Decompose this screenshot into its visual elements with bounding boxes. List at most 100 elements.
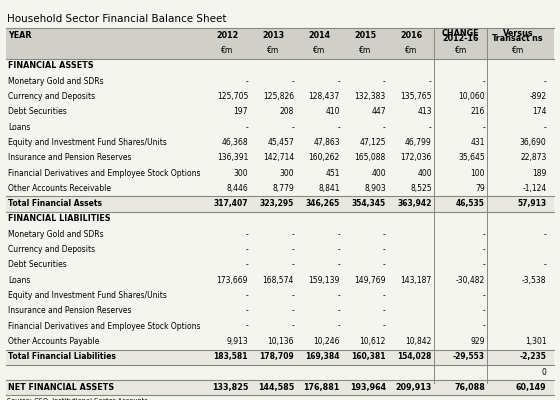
Text: Financial Derivatives and Employee Stock Options: Financial Derivatives and Employee Stock… — [8, 168, 200, 178]
Text: 10,612: 10,612 — [360, 337, 386, 346]
Text: 46,368: 46,368 — [221, 138, 248, 147]
Text: 216: 216 — [470, 107, 485, 116]
Text: -: - — [245, 306, 248, 315]
Text: 149,769: 149,769 — [354, 276, 386, 285]
Text: 57,913: 57,913 — [517, 199, 547, 208]
Text: 2015: 2015 — [354, 31, 376, 40]
Text: 354,345: 354,345 — [352, 199, 386, 208]
Text: Other Accounts Receivable: Other Accounts Receivable — [8, 184, 111, 193]
Text: -: - — [245, 260, 248, 269]
Text: -: - — [383, 77, 386, 86]
Text: -: - — [245, 230, 248, 239]
Text: 400: 400 — [417, 168, 432, 178]
Text: 929: 929 — [470, 337, 485, 346]
Text: 2013: 2013 — [262, 31, 284, 40]
Text: €m: €m — [267, 46, 279, 55]
Text: -: - — [383, 230, 386, 239]
Text: Equity and Investment Fund Shares/Units: Equity and Investment Fund Shares/Units — [8, 291, 167, 300]
Text: -: - — [337, 260, 340, 269]
Text: 2012: 2012 — [216, 31, 239, 40]
Text: 410: 410 — [325, 107, 340, 116]
Text: 35,645: 35,645 — [458, 153, 485, 162]
Text: 2012-16: 2012-16 — [442, 34, 479, 43]
Text: 8,779: 8,779 — [272, 184, 294, 193]
Text: 79: 79 — [475, 184, 485, 193]
Bar — [6, 350, 554, 365]
Text: 125,705: 125,705 — [217, 92, 248, 101]
Text: 209,913: 209,913 — [395, 383, 432, 392]
Text: €m: €m — [405, 46, 417, 55]
Text: -: - — [383, 291, 386, 300]
Text: 46,799: 46,799 — [405, 138, 432, 147]
Text: -: - — [291, 306, 294, 315]
Text: 208: 208 — [279, 107, 294, 116]
Text: Source: CSO, Institutional Sector Accounts: Source: CSO, Institutional Sector Accoun… — [7, 398, 148, 400]
Text: -29,553: -29,553 — [453, 352, 485, 361]
Text: 132,383: 132,383 — [354, 92, 386, 101]
Text: -: - — [337, 230, 340, 239]
Text: -: - — [383, 260, 386, 269]
Text: 36,690: 36,690 — [520, 138, 547, 147]
Text: 8,446: 8,446 — [226, 184, 248, 193]
Text: 10,842: 10,842 — [405, 337, 432, 346]
Text: -: - — [482, 230, 485, 239]
Text: -: - — [337, 77, 340, 86]
Text: Loans: Loans — [8, 276, 30, 285]
Text: 160,262: 160,262 — [309, 153, 340, 162]
Text: 300: 300 — [279, 168, 294, 178]
Text: 400: 400 — [371, 168, 386, 178]
Text: -: - — [291, 123, 294, 132]
Text: €m: €m — [455, 46, 466, 55]
Text: 8,841: 8,841 — [319, 184, 340, 193]
Text: -: - — [291, 291, 294, 300]
Text: 47,125: 47,125 — [360, 138, 386, 147]
Text: -: - — [482, 245, 485, 254]
Text: -: - — [337, 322, 340, 330]
Text: 176,881: 176,881 — [304, 383, 340, 392]
Text: 447: 447 — [371, 107, 386, 116]
Text: NET FINANCIAL ASSETS: NET FINANCIAL ASSETS — [8, 383, 114, 392]
Text: Equity and Investment Fund Shares/Units: Equity and Investment Fund Shares/Units — [8, 138, 167, 147]
Text: Transact'ns: Transact'ns — [492, 34, 544, 43]
Text: 9,913: 9,913 — [226, 337, 248, 346]
Text: 60,149: 60,149 — [516, 383, 547, 392]
Text: -: - — [291, 230, 294, 239]
Text: 197: 197 — [234, 107, 248, 116]
Text: Insurance and Pension Reserves: Insurance and Pension Reserves — [8, 306, 132, 315]
Text: -3,538: -3,538 — [522, 276, 547, 285]
Text: 22,873: 22,873 — [520, 153, 547, 162]
Text: Monetary Gold and SDRs: Monetary Gold and SDRs — [8, 77, 104, 86]
Text: 8,525: 8,525 — [410, 184, 432, 193]
Text: 189: 189 — [532, 168, 547, 178]
Text: 46,535: 46,535 — [456, 199, 485, 208]
Text: -: - — [245, 77, 248, 86]
Text: 154,028: 154,028 — [398, 352, 432, 361]
Text: 168,574: 168,574 — [263, 276, 294, 285]
Text: -892: -892 — [529, 92, 547, 101]
Text: 100: 100 — [470, 168, 485, 178]
Text: -: - — [429, 123, 432, 132]
Text: -: - — [544, 77, 547, 86]
Text: -: - — [291, 77, 294, 86]
Text: 8,903: 8,903 — [364, 184, 386, 193]
Text: CHANGE: CHANGE — [442, 29, 479, 38]
Text: -: - — [383, 123, 386, 132]
Text: Loans: Loans — [8, 123, 30, 132]
Text: Debt Securities: Debt Securities — [8, 107, 67, 116]
Text: 10,136: 10,136 — [268, 337, 294, 346]
Text: 183,581: 183,581 — [213, 352, 248, 361]
Text: 165,088: 165,088 — [354, 153, 386, 162]
Text: -: - — [482, 260, 485, 269]
Text: 451: 451 — [325, 168, 340, 178]
Text: €m: €m — [313, 46, 325, 55]
Text: FINANCIAL LIABILITIES: FINANCIAL LIABILITIES — [8, 214, 110, 224]
Text: Versus: Versus — [503, 29, 533, 38]
Text: Currency and Deposits: Currency and Deposits — [8, 92, 95, 101]
Bar — [6, 380, 554, 396]
Text: -: - — [245, 245, 248, 254]
Text: -: - — [482, 77, 485, 86]
Text: -: - — [291, 322, 294, 330]
Text: -: - — [544, 260, 547, 269]
Text: -: - — [544, 123, 547, 132]
Text: -2,235: -2,235 — [520, 352, 547, 361]
